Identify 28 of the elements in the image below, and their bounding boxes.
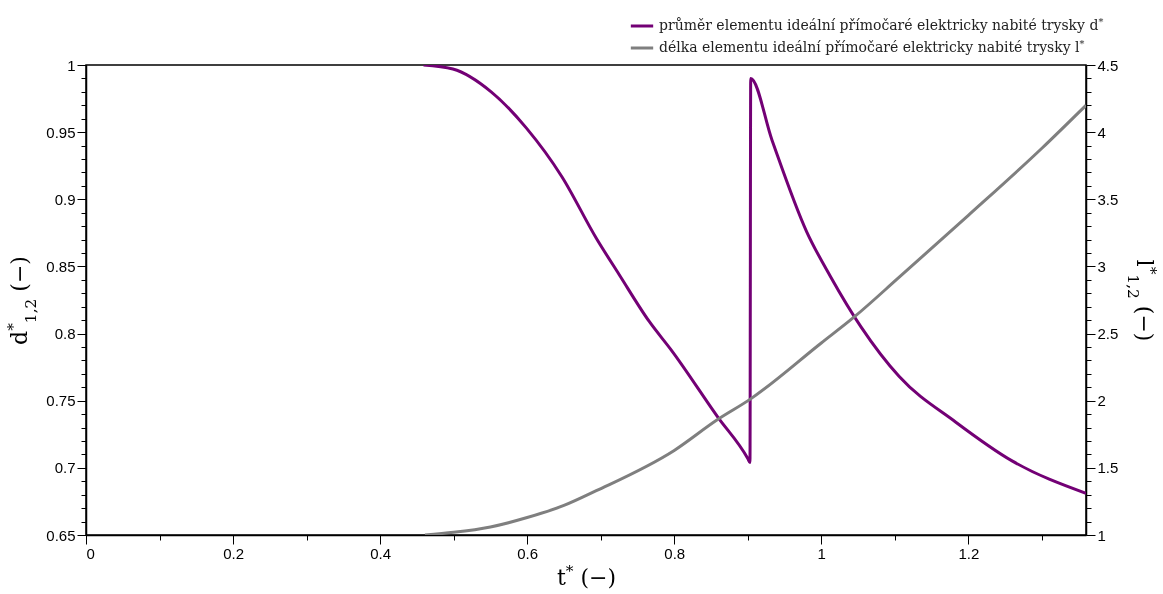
y-tick-label: 0.75 bbox=[46, 392, 76, 410]
x-tick-label: 0.6 bbox=[517, 544, 539, 562]
line-series bbox=[423, 103, 1086, 535]
y-tick-label: 0.85 bbox=[46, 257, 76, 275]
line-series bbox=[422, 65, 1086, 495]
y2-tick-label: 4 bbox=[1097, 123, 1106, 141]
x-axis-title: t$^{*}$ (−) bbox=[556, 561, 617, 590]
legend-label: průměr elementu ideální přímočaré elektricky nabité trysky d$^{*}$ bbox=[659, 15, 1104, 33]
y-tick-label: 0.7 bbox=[54, 459, 76, 477]
y2-tick-label: 3.5 bbox=[1097, 190, 1119, 208]
y-tick-label: 0.8 bbox=[54, 325, 76, 343]
y-tick-label: 0.9 bbox=[54, 190, 76, 208]
y2-tick-label: 4.5 bbox=[1097, 56, 1119, 74]
x-tick-label: 1 bbox=[817, 544, 826, 562]
y2-tick-label: 2 bbox=[1097, 392, 1106, 410]
y2-tick-label: 3 bbox=[1097, 257, 1106, 275]
x-tick-label: 0.2 bbox=[223, 544, 244, 562]
y-tick-label: 0.65 bbox=[46, 526, 76, 544]
y-tick-label: 1 bbox=[67, 56, 76, 74]
y2-tick-label: 1 bbox=[1097, 526, 1106, 544]
x-tick-label: 1.2 bbox=[958, 544, 980, 562]
x-tick-label: 0.4 bbox=[370, 544, 392, 562]
y-tick-label: 0.95 bbox=[46, 123, 76, 141]
y2-tick-label: 1.5 bbox=[1097, 459, 1119, 477]
x-tick-label: 0 bbox=[86, 544, 95, 562]
legend-label: délka elementu ideální přímočaré elektricky nabité trysky l$^{*}$ bbox=[659, 37, 1085, 55]
y2-tick-label: 2.5 bbox=[1097, 325, 1119, 343]
x-tick-label: 0.8 bbox=[664, 544, 686, 562]
